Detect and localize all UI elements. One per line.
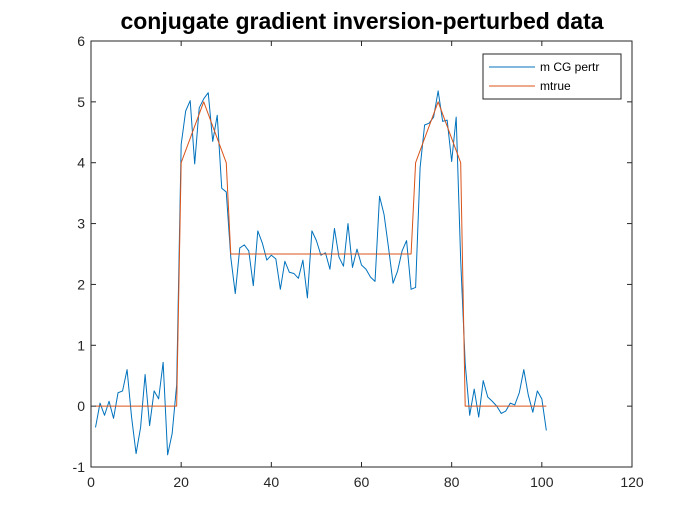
y-tick-label: 3: [77, 216, 85, 232]
legend-box: [482, 53, 622, 100]
y-axis: -1 0 1 2 3 4 5 6: [73, 33, 632, 475]
x-axis: 0 20 40 60 80 100 120: [87, 41, 644, 490]
chart-title: conjugate gradient inversion-perturbed d…: [120, 8, 603, 34]
series-layer: [95, 90, 547, 456]
y-tick-label: 5: [77, 94, 85, 110]
legend-label-1: mtrue: [540, 79, 571, 93]
y-tick-label: 0: [77, 398, 85, 414]
y-tick-label: 1: [77, 337, 85, 353]
x-tick-label: 80: [444, 474, 460, 490]
x-tick-label: 100: [530, 474, 554, 490]
x-tick-label: 0: [87, 474, 95, 490]
legend: m CG pertr mtrue: [482, 53, 622, 100]
y-tick-label: 4: [77, 155, 85, 171]
y-tick-label: -1: [73, 459, 86, 475]
y-tick-label: 2: [77, 276, 85, 292]
x-tick-label: 60: [354, 474, 370, 490]
legend-label-0: m CG pertr: [540, 60, 599, 74]
y-tick-label: 6: [77, 33, 85, 49]
x-tick-label: 120: [620, 474, 644, 490]
series-line-1: [95, 101, 547, 407]
x-tick-label: 20: [173, 474, 189, 490]
x-tick-label: 40: [264, 474, 280, 490]
